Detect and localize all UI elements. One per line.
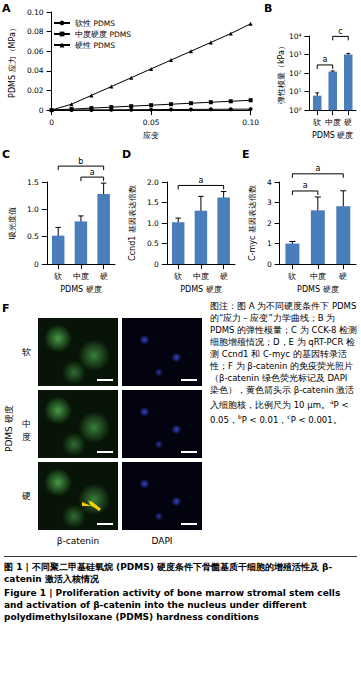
html-text:D: D	[122, 148, 132, 161]
html-text:软: 软	[21, 347, 31, 357]
svg-text:0.10: 0.10	[242, 118, 259, 127]
html-text:中度: 中度	[21, 419, 31, 442]
svg-text:0.5: 0.5	[27, 232, 39, 241]
svg-text:0: 0	[49, 118, 54, 127]
svg-text:弹性模量（kPa）: 弹性模量（kPa）	[277, 42, 286, 104]
svg-text:0.06: 0.06	[27, 47, 44, 56]
svg-text:PDMS 硬度: PDMS 硬度	[60, 285, 102, 294]
html-text:B: B	[264, 2, 273, 15]
svg-text:0.04: 0.04	[27, 66, 44, 75]
svg-text:a: a	[323, 55, 328, 64]
svg-text:b: b	[78, 157, 83, 166]
svg-text:0: 0	[34, 260, 39, 269]
html-text:DAPI: DAPI	[151, 536, 173, 546]
svg-text:软: 软	[313, 118, 321, 127]
svg-text:中度: 中度	[193, 272, 209, 281]
svg-text:a: a	[198, 176, 203, 185]
svg-text:0.02: 0.02	[27, 86, 44, 95]
svg-text:3: 3	[267, 198, 272, 207]
svg-text:a: a	[303, 181, 308, 190]
svg-text:硬: 硬	[344, 118, 352, 127]
svg-text:a: a	[315, 164, 320, 173]
svg-text:中度硬度 PDMS: 中度硬度 PDMS	[75, 30, 131, 39]
svg-text:10³: 10³	[289, 50, 302, 59]
svg-text:应变: 应变	[143, 131, 159, 140]
svg-text:10⁴: 10⁴	[289, 32, 302, 41]
svg-text:0.05: 0.05	[143, 118, 160, 127]
svg-text:c: c	[338, 27, 342, 36]
svg-text:10¹: 10¹	[289, 87, 302, 96]
svg-text:10²: 10²	[289, 69, 302, 78]
svg-text:硬性 PDMS: 硬性 PDMS	[75, 41, 115, 50]
svg-text:C-myc 基因表达倍数: C-myc 基因表达倍数	[248, 185, 257, 261]
svg-text:PDMS 硬度: PDMS 硬度	[180, 285, 222, 294]
svg-text:硬: 硬	[339, 272, 347, 281]
svg-text:中度: 中度	[310, 272, 326, 281]
svg-text:1.0: 1.0	[27, 205, 39, 214]
html-text:PDMS 硬度: PDMS 硬度	[4, 405, 14, 452]
svg-text:软: 软	[288, 272, 296, 281]
html-text:F: F	[2, 302, 10, 315]
html-text:C: C	[2, 148, 11, 161]
svg-text:2: 2	[267, 219, 272, 228]
svg-text:PDMS 硬度: PDMS 硬度	[312, 131, 354, 140]
svg-text:0.10: 0.10	[27, 8, 44, 17]
svg-text:0: 0	[154, 260, 159, 269]
html-text:Figure 1 | Proliferation activ: Figure 1 | Proliferation activity of bon…	[4, 588, 341, 622]
svg-text:1.5: 1.5	[147, 198, 159, 207]
svg-text:中度: 中度	[73, 272, 89, 281]
svg-text:PDMS 硬度: PDMS 硬度	[297, 285, 339, 294]
svg-text:10⁰: 10⁰	[289, 106, 302, 115]
html-text:硬: 硬	[21, 491, 31, 501]
svg-text:4: 4	[267, 178, 272, 187]
html-text:E: E	[242, 148, 250, 161]
svg-text:0.08: 0.08	[27, 27, 44, 36]
svg-text:0.5: 0.5	[147, 239, 159, 248]
svg-text:2.0: 2.0	[147, 178, 159, 187]
html-text:β-catenin: β-catenin	[56, 536, 100, 546]
svg-text:1: 1	[267, 239, 272, 248]
html-text:图注：图 A 为不同硬度条件下 PDMS 的“应力－应变”力: 图注：图 A 为不同硬度条件下 PDMS 的“应力－应变”力学曲线；B 为 PD…	[210, 301, 358, 425]
svg-text:1.0: 1.0	[147, 219, 159, 228]
svg-text:软性 PDMS: 软性 PDMS	[75, 19, 115, 28]
svg-text:0: 0	[267, 260, 272, 269]
svg-text:Ccnd1 基因表达倍数: Ccnd1 基因表达倍数	[128, 185, 137, 261]
svg-text:中度: 中度	[325, 118, 341, 127]
svg-text:a: a	[90, 168, 95, 177]
svg-text:PDMS 应力（MPa）: PDMS 应力（MPa）	[8, 24, 17, 98]
svg-text:软: 软	[54, 272, 62, 281]
svg-text:0: 0	[39, 106, 44, 115]
svg-text:软: 软	[174, 272, 182, 281]
svg-text:硬: 硬	[100, 272, 108, 281]
html-text:图 1 | 不同聚二甲基硅氧烷 (PDMS) 硬度条件下骨髓: 图 1 | 不同聚二甲基硅氧烷 (PDMS) 硬度条件下骨髓基质干细胞的增殖活性…	[4, 562, 333, 584]
svg-text:吸光度值: 吸光度值	[8, 207, 17, 239]
svg-text:1.5: 1.5	[27, 178, 39, 187]
html-text:A: A	[2, 2, 11, 15]
svg-text:硬: 硬	[220, 272, 228, 281]
